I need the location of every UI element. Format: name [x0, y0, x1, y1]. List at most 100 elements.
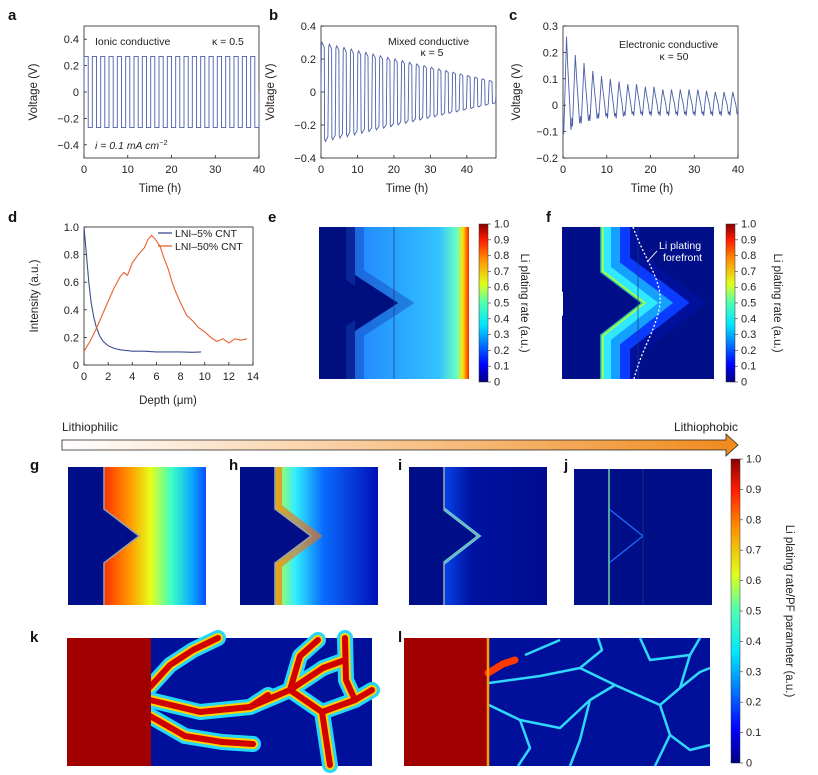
y-tick-label: −0.4: [57, 140, 79, 152]
x-tick-label: 10: [122, 164, 134, 176]
y-tick-label: 0.4: [64, 34, 79, 46]
colorbar-tick-label: 1.0: [741, 219, 756, 231]
field-f: Li plating forefront: [562, 226, 714, 380]
panel-letter-b: b: [269, 7, 278, 24]
x-tick-label: 4: [129, 371, 135, 383]
colorbar-tick-label: 0.5: [494, 298, 509, 310]
colorbar-tick-label: 0.1: [746, 727, 761, 739]
colorbar-tick-label: 0.9: [494, 234, 509, 246]
colorbar-tick-label: 0.3: [494, 329, 509, 341]
field-h-interface: [274, 467, 313, 605]
field-e: [319, 227, 469, 379]
chart-a: Ionic conductive κ = 0.5 i = 0.1 mA cm−2…: [28, 25, 265, 195]
colorbar-tick-label: 0.1: [741, 361, 756, 373]
y-tick-label: −0.1: [536, 127, 558, 139]
field-f-interface: [600, 227, 644, 379]
y-tick-label: 0: [310, 87, 316, 99]
y-tick-label: 0.2: [64, 61, 79, 73]
colorbar-e-bar: [478, 223, 489, 383]
y-tick-label: 0.6: [64, 277, 79, 289]
chart-a-ylabel: Voltage (V): [28, 63, 40, 120]
colorbar-main-bar: [730, 458, 741, 764]
x-tick-label: 30: [688, 164, 700, 176]
field-f-substrate: [563, 227, 601, 379]
lithiophobic-label: Lithiophobic: [674, 420, 738, 434]
y-tick-label: 0.8: [64, 250, 79, 262]
field-l-grain-boundaries: [488, 637, 711, 767]
panel-letter-c: c: [509, 7, 517, 24]
field-i-substrate: [409, 467, 444, 605]
y-tick-label: 1.0: [64, 222, 79, 234]
x-tick-label: 0: [81, 371, 87, 383]
field-g-substrate: [68, 467, 104, 605]
colorbar-f-title: Li plating rate (a.u.): [771, 253, 783, 352]
y-tick-label: 0.1: [543, 74, 558, 86]
chart-c-kappa: κ = 50: [660, 51, 689, 63]
forefront-label-2: forefront: [663, 252, 702, 264]
colorbar-tick-label: 0.8: [746, 514, 761, 526]
field-e-tip: [355, 275, 398, 331]
colorbar-tick-label: 0.9: [746, 484, 761, 496]
panel-letter-k: k: [30, 629, 39, 646]
colorbar-tick-label: 0.2: [494, 345, 509, 357]
chart-a-kappa: κ = 0.5: [212, 36, 244, 48]
x-tick-label: 10: [351, 164, 363, 176]
field-f-tip: [601, 272, 642, 335]
colorbar-tick-label: 0.4: [494, 313, 509, 325]
colorbar-tick-label: 0.7: [741, 266, 756, 278]
colorbar-tick-label: 0.1: [494, 361, 509, 373]
series-line-lni-5-cnt: [83, 226, 202, 353]
x-tick-label: 10: [601, 164, 613, 176]
panel-letter-l: l: [398, 629, 402, 646]
x-tick-label: 12: [223, 371, 235, 383]
series-line-kappa-50: [562, 36, 739, 135]
field-g: [68, 467, 206, 605]
x-tick-label: 40: [253, 164, 265, 176]
chart-c-label: Electronic conductive: [619, 39, 718, 51]
y-tick-label: −0.2: [57, 113, 79, 125]
colorbar-tick-label: 1.0: [746, 454, 761, 466]
chart-b-xlabel: Time (h): [386, 183, 429, 195]
wettability-arrow-shape: [61, 433, 739, 457]
colorbar-f: Li plating rate (a.u.) 1.0 0.9 0.8 0.7 0.6 0.…: [725, 219, 783, 389]
chart-d-ylabel: Intensity (a.u.): [29, 259, 41, 332]
colorbar-tick-label: 0.8: [741, 250, 756, 262]
x-tick-label: 6: [153, 371, 159, 383]
colorbar-tick-label: 0.7: [494, 266, 509, 278]
panel-letter-h: h: [229, 457, 238, 474]
field-l-lithium-metal: [404, 638, 488, 766]
x-tick-label: 20: [644, 164, 656, 176]
field-e-substrate: [319, 227, 355, 379]
field-g-tip: [104, 509, 139, 563]
chart-a-xlabel: Time (h): [139, 183, 182, 195]
legend-label-lni-50: LNI–50% CNT: [175, 241, 243, 253]
panel-letter-j: j: [563, 457, 568, 474]
y-tick-label: −0.4: [294, 153, 316, 165]
x-tick-label: 14: [247, 371, 259, 383]
forefront-label-1: Li plating: [659, 240, 701, 252]
colorbar-tick-label: 0.6: [741, 282, 756, 294]
x-tick-label: 0: [81, 164, 87, 176]
panel-letter-e: e: [268, 209, 276, 226]
chart-d: Depth (μm) Intensity (a.u.) LNI–5% CNT L…: [29, 222, 259, 407]
x-tick-label: 30: [209, 164, 221, 176]
series-line-kappa-0.5: [83, 55, 260, 129]
colorbar-tick-label: 0.2: [746, 697, 761, 709]
y-tick-label: 0.4: [301, 21, 316, 33]
y-tick-label: 0: [73, 87, 79, 99]
colorbar-tick-label: 0.4: [746, 636, 761, 648]
colorbar-tick-label: 0: [746, 758, 752, 770]
chart-a-current-text: i = 0.1 mA cm: [95, 140, 159, 152]
colorbar-tick-label: 0.4: [741, 313, 756, 325]
x-tick-label: 40: [461, 164, 473, 176]
x-tick-label: 2: [105, 371, 111, 383]
chart-b-ylabel: Voltage (V): [265, 63, 277, 120]
y-tick-label: 0: [552, 100, 558, 112]
chart-a-current: i = 0.1 mA cm−2: [95, 138, 168, 152]
colorbar-tick-label: 0.3: [741, 329, 756, 341]
panel-letter-i: i: [398, 457, 402, 474]
panel-letter-a: a: [8, 7, 17, 24]
chart-b-kappa: κ = 5: [420, 47, 443, 59]
li-plating-forefront-line: [632, 226, 661, 380]
